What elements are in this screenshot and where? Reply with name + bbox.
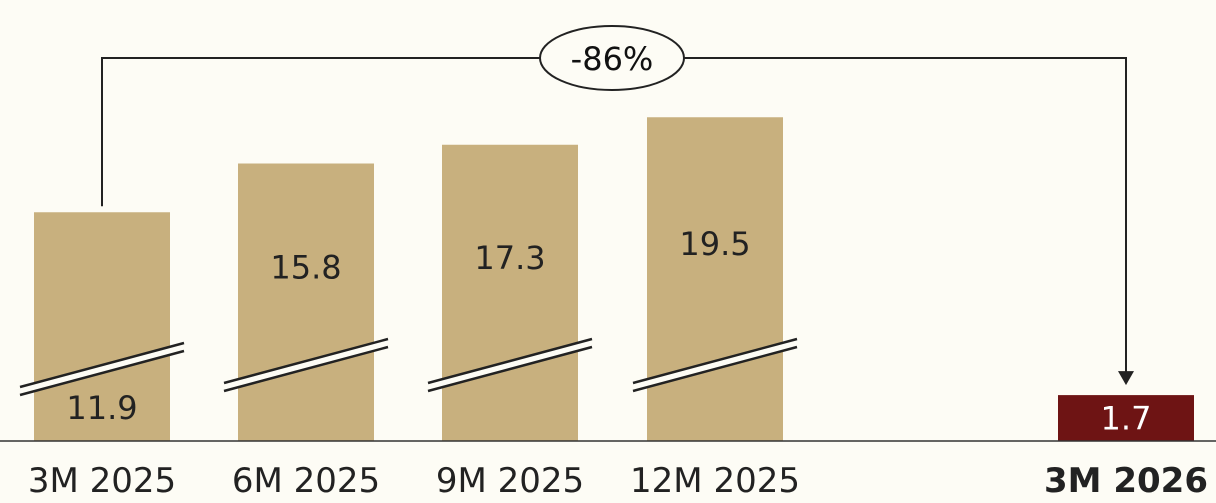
value-label: 11.9 bbox=[66, 389, 137, 427]
bar-3m-2025 bbox=[34, 212, 170, 441]
change-badge-text: -86% bbox=[571, 40, 654, 78]
category-label: 9M 2025 bbox=[436, 461, 584, 501]
value-label: 19.5 bbox=[679, 225, 750, 263]
arrow-head-icon bbox=[1118, 371, 1134, 386]
category-label: 3M 2026 bbox=[1044, 461, 1208, 501]
category-labels: 3M 2025 6M 2025 9M 2025 12M 2025 3M 2026 bbox=[28, 461, 1208, 501]
axis-break-mark bbox=[427, 337, 593, 393]
change-badge bbox=[539, 25, 685, 91]
axis-break-mark bbox=[19, 341, 185, 397]
bar-3m-2026 bbox=[1058, 395, 1194, 441]
value-label: 15.8 bbox=[270, 248, 341, 286]
change-connector: -86% bbox=[101, 25, 1134, 386]
bar-9m-2025 bbox=[442, 144, 578, 441]
axis-break-mark bbox=[632, 337, 798, 393]
category-label: 12M 2025 bbox=[630, 461, 800, 501]
value-label: 1.7 bbox=[1101, 400, 1152, 438]
axis-break-mark bbox=[223, 337, 389, 393]
category-label: 3M 2025 bbox=[28, 461, 176, 501]
bar-6m-2025 bbox=[238, 163, 374, 441]
value-label: 17.3 bbox=[474, 239, 545, 277]
bar-12m-2025 bbox=[647, 117, 783, 441]
bars-layer: 11.9 15.8 17.3 19.5 1.7 bbox=[19, 117, 1194, 441]
category-label: 6M 2025 bbox=[232, 461, 380, 501]
